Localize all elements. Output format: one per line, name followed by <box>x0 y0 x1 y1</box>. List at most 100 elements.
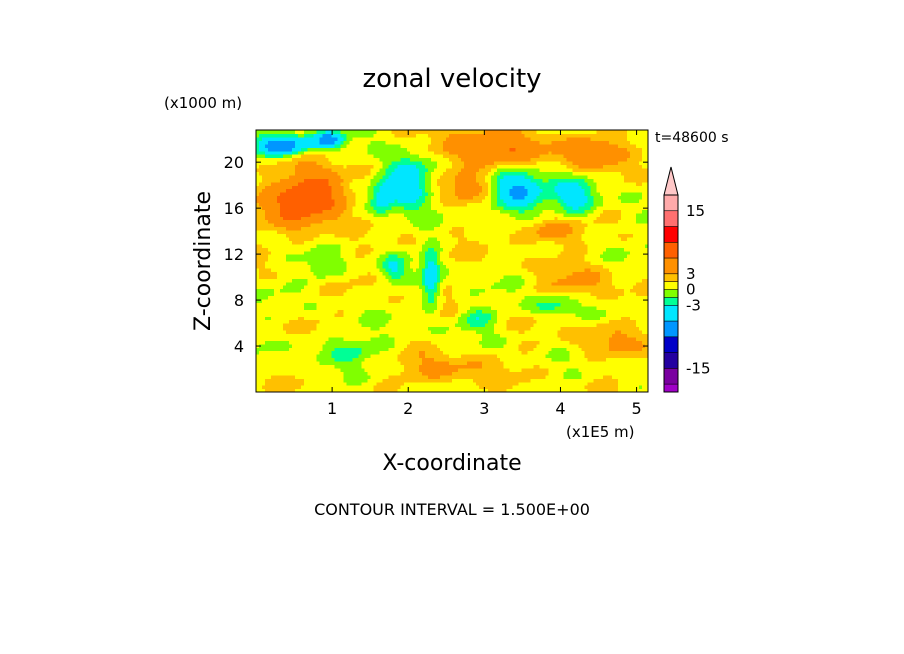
contour-cell <box>400 150 405 155</box>
contour-cell <box>328 381 332 386</box>
contour-cell <box>307 147 311 152</box>
contour-cell <box>331 371 335 376</box>
contour-cell <box>286 236 290 241</box>
contour-cell <box>370 229 375 235</box>
contour-cell <box>397 254 402 259</box>
contour-cell <box>385 388 390 393</box>
contour-cell <box>307 261 311 266</box>
contour-cell <box>424 157 429 162</box>
contour-cell <box>412 336 417 341</box>
contour-cell <box>259 367 263 372</box>
contour-cell <box>319 264 323 269</box>
contour-cell <box>283 223 287 228</box>
contour-cell <box>268 233 272 238</box>
contour-cell <box>322 143 326 148</box>
contour-cell <box>364 261 369 266</box>
contour-cell <box>415 188 420 193</box>
contour-cell <box>259 267 263 272</box>
contour-cell <box>415 133 420 138</box>
contour-cell <box>328 302 332 307</box>
contour-cell <box>397 305 402 310</box>
contour-cell <box>436 326 441 331</box>
contour-cell <box>379 164 384 169</box>
contour-cell <box>385 188 390 193</box>
contour-cell <box>421 309 426 314</box>
contour-cell <box>286 130 290 135</box>
contour-cell <box>286 329 290 334</box>
contour-cell <box>268 257 272 262</box>
contour-cell <box>259 378 263 383</box>
contour-cell <box>265 133 269 138</box>
contour-cell <box>310 226 314 231</box>
contour-cell <box>328 364 332 369</box>
contour-cell <box>301 385 305 390</box>
contour-cell <box>322 195 326 200</box>
contour-cell <box>283 333 287 338</box>
contour-cell <box>319 181 323 186</box>
contour-cell <box>262 174 266 179</box>
contour-cell <box>379 233 384 238</box>
contour-cell <box>256 371 260 376</box>
contour-cell <box>298 219 302 224</box>
contour-cell <box>379 267 384 272</box>
contour-cell <box>391 254 396 259</box>
contour-cell <box>361 157 366 162</box>
contour-cell <box>424 136 429 141</box>
contour-cell <box>379 188 384 193</box>
contour-cell <box>280 164 284 169</box>
contour-cell <box>325 381 329 386</box>
contour-cell <box>304 161 308 166</box>
contour-cell <box>265 364 269 369</box>
contour-cell <box>367 367 372 372</box>
contour-cell <box>379 130 384 135</box>
contour-cell <box>292 381 296 386</box>
contour-cell <box>452 243 456 248</box>
contour-cell <box>292 185 296 190</box>
contour-cell <box>256 130 260 135</box>
contour-cell <box>406 257 411 262</box>
contour-cell <box>340 254 345 259</box>
contour-cell <box>403 250 408 255</box>
contour-cell <box>337 195 342 200</box>
contour-cell <box>277 254 281 259</box>
contour-cell <box>277 333 281 338</box>
contour-cell <box>391 316 396 321</box>
contour-cell <box>313 319 317 324</box>
contour-cell <box>343 250 348 255</box>
contour-cell <box>283 161 287 166</box>
contour-cell <box>400 212 405 217</box>
contour-cell <box>370 226 375 231</box>
contour-cell <box>310 340 314 345</box>
contour-cell <box>376 374 381 379</box>
contour-cell <box>319 323 323 328</box>
contour-cell <box>415 312 420 317</box>
contour-cell <box>268 388 272 393</box>
contour-cell <box>334 229 339 235</box>
contour-cell <box>436 295 441 300</box>
contour-cell <box>424 347 429 352</box>
contour-cell <box>301 357 305 362</box>
contour-cell <box>307 298 311 303</box>
contour-cell <box>283 185 287 190</box>
contour-cell <box>403 298 408 303</box>
contour-cell <box>316 347 320 352</box>
contour-cell <box>421 267 426 272</box>
contour-cell <box>337 223 342 228</box>
contour-cell <box>442 305 447 310</box>
contour-cell <box>256 257 260 262</box>
contour-cell <box>298 133 302 138</box>
contour-cell <box>283 381 287 386</box>
contour-cell <box>292 288 296 293</box>
contour-cell <box>433 212 438 217</box>
contour-cell <box>346 223 351 228</box>
contour-cell <box>388 261 393 266</box>
contour-cell <box>265 250 269 255</box>
contour-cell <box>265 188 269 193</box>
contour-cell <box>289 333 293 338</box>
contour-cell <box>427 136 432 141</box>
contour-cell <box>382 243 387 248</box>
contour-cell <box>376 340 381 345</box>
contour-cell <box>325 343 329 348</box>
contour-cell <box>271 240 275 245</box>
contour-cell <box>310 140 314 145</box>
